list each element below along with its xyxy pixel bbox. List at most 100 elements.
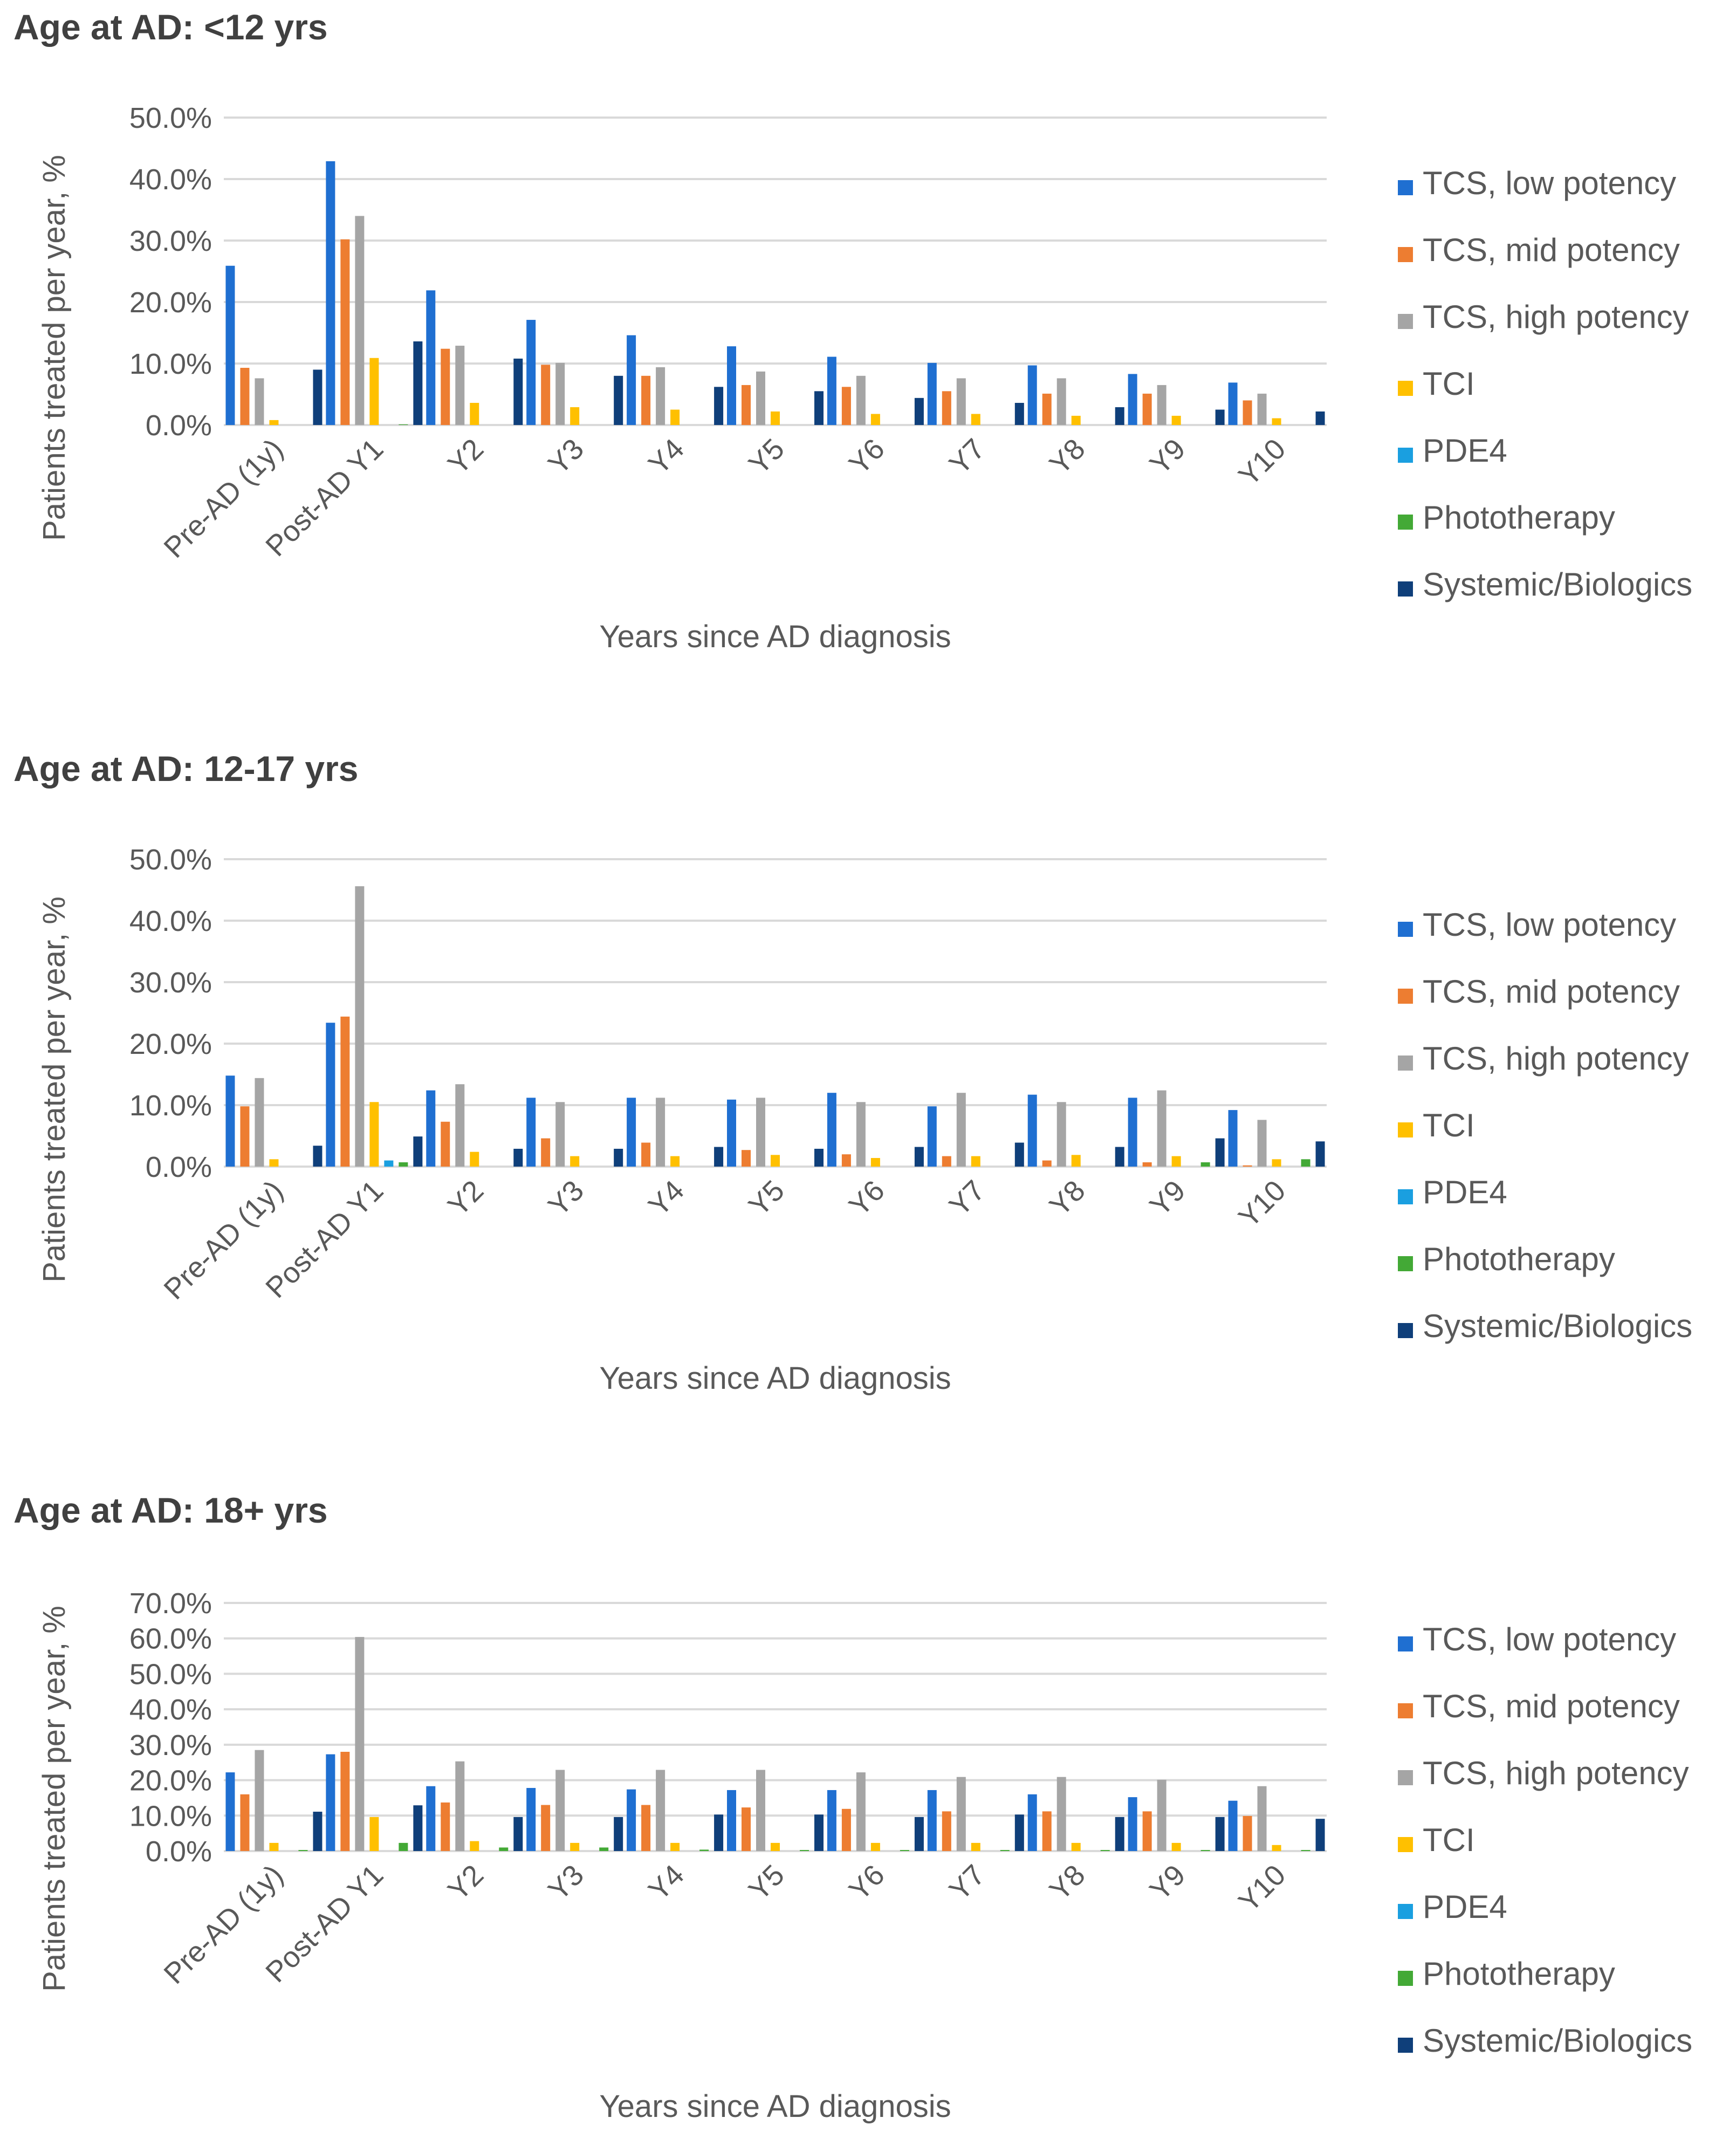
- y-tick-label: 70.0%: [129, 1587, 212, 1620]
- bar-tcs-mid-potency-9: TCS, mid potency – Y9: 0.7%: [1142, 1162, 1152, 1167]
- bar-systemic-biologics-4: Systemic/Biologics – Y4: 6.2%: [714, 387, 724, 425]
- bar-tcs-mid-potency-10: TCS, mid potency – Y10: 0.2%: [1243, 1165, 1252, 1167]
- x-tick-label: Y10: [1232, 433, 1292, 492]
- bar-tcs-high-potency-2: TCS, high potency – Y2: 12.9%: [455, 345, 465, 425]
- legend-label: Phototherapy: [1423, 499, 1615, 536]
- bar-tcs-low-potency-7: TCS, low potency – Y7: 17.2%: [927, 1790, 937, 1851]
- bar-tcs-high-potency-10: TCS, high potency – Y10: 5.1%: [1257, 393, 1267, 425]
- y-tick-label: 0.0%: [146, 1835, 212, 1868]
- x-tick-label: Y7: [943, 1174, 991, 1222]
- legend-label: Phototherapy: [1423, 1241, 1615, 1277]
- bar-systemic-biologics-0: Systemic/Biologics – Pre-AD (1y): 9%: [313, 369, 323, 425]
- legend-swatch: [1398, 581, 1413, 597]
- bar-tcs-low-potency-0: TCS, low potency – Pre-AD (1y): 25.9%: [225, 265, 235, 425]
- bar-systemic-biologics-3: Systemic/Biologics – Y3: 2.9%: [614, 1148, 623, 1167]
- bar-systemic-biologics-10: Systemic/Biologics – Y10: 2.2%: [1315, 411, 1325, 425]
- bar-tci-3: TCI – Y3: 2.3%: [570, 1842, 580, 1851]
- bar-systemic-biologics-0: Systemic/Biologics – Pre-AD (1y): 11.1%: [313, 1812, 323, 1851]
- bar-tci-8: TCI – Y8: 2.3%: [1071, 1842, 1081, 1851]
- bar-systemic-biologics-6: Systemic/Biologics – Y6: 9.6%: [914, 1817, 924, 1851]
- bar-systemic-biologics-4: Systemic/Biologics – Y4: 3.2%: [714, 1147, 724, 1167]
- bar-tci-4: TCI – Y4: 1.7%: [670, 1156, 680, 1167]
- bar-tci-10: TCI – Y10: 1.1%: [1272, 418, 1281, 425]
- bar-tcs-high-potency-3: TCS, high potency – Y3: 22.9%: [555, 1770, 565, 1851]
- legend-label: PDE4: [1423, 1889, 1507, 1925]
- bar-phototherapy-3: Phototherapy – Y3: 1%: [599, 1847, 609, 1851]
- bar-systemic-biologics-9: Systemic/Biologics – Y9: 4.6%: [1215, 1138, 1225, 1167]
- bar-tcs-mid-potency-10: TCS, mid potency – Y10: 9.9%: [1243, 1815, 1252, 1851]
- bar-tcs-high-potency-5: TCS, high potency – Y5: 11.2%: [756, 1098, 765, 1167]
- bar-phototherapy-0: Phototherapy – Pre-AD (1y): 0.3%: [298, 1850, 308, 1851]
- bar-tci-10: TCI – Y10: 1.2%: [1272, 1159, 1281, 1167]
- bar-phototherapy-2: Phototherapy – Y2: 1%: [499, 1847, 509, 1851]
- bar-tcs-high-potency-10: TCS, high potency – Y10: 18.3%: [1257, 1786, 1267, 1851]
- bar-tcs-mid-potency-1: TCS, mid potency – Post-AD Y1: 30.2%: [340, 239, 350, 425]
- x-tick-label: Y3: [542, 1174, 590, 1222]
- bar-systemic-biologics-9: Systemic/Biologics – Y9: 9.6%: [1215, 1817, 1225, 1851]
- bar-tcs-low-potency-4: TCS, low potency – Y4: 17.4%: [627, 1789, 636, 1851]
- x-tick-label: Y9: [1143, 433, 1191, 481]
- bar-tcs-mid-potency-4: TCS, mid potency – Y4: 3.9%: [641, 1142, 651, 1167]
- bar-systemic-biologics-7: Systemic/Biologics – Y7: 3.9%: [1014, 1142, 1024, 1167]
- x-axis-title: Years since AD diagnosis: [599, 619, 951, 654]
- bar-tcs-mid-potency-8: TCS, mid potency – Y8: 1%: [1042, 1160, 1052, 1167]
- bar-tcs-high-potency-5: TCS, high potency – Y5: 8.7%: [756, 371, 765, 425]
- bar-phototherapy-1: Phototherapy – Post-AD Y1: 0.1%: [399, 424, 408, 425]
- y-axis-title: Patients treated per year, %: [37, 1606, 72, 1992]
- legend-label: Systemic/Biologics: [1423, 566, 1692, 602]
- bar-tcs-high-potency-0: TCS, high potency – Pre-AD (1y): 14.4%: [255, 1078, 264, 1167]
- bar-tci-7: TCI – Y7: 1.8%: [971, 414, 980, 425]
- legend-label: TCI: [1423, 1822, 1475, 1858]
- bar-tcs-high-potency-2: TCS, high potency – Y2: 25.3%: [455, 1761, 465, 1851]
- legend-label: TCI: [1423, 1107, 1475, 1143]
- legend-swatch: [1398, 1971, 1413, 1986]
- bar-tcs-low-potency-8: TCS, low potency – Y8: 11.7%: [1027, 1094, 1037, 1167]
- legend-label: TCS, mid potency: [1423, 1688, 1680, 1724]
- bar-tcs-high-potency-7: TCS, high potency – Y7: 20.9%: [956, 1777, 966, 1851]
- legend-label: Systemic/Biologics: [1423, 2023, 1692, 2059]
- bar-tci-9: TCI – Y9: 1.7%: [1171, 1156, 1181, 1167]
- bar-chart-18-plus: 0.0%10.0%20.0%30.0%40.0% 50.0%60.0%70.0% T…: [37, 1587, 1692, 2124]
- bar-tcs-low-potency-9: TCS, low potency – Y9: 8.3%: [1128, 374, 1137, 425]
- bar-tcs-low-potency-10: TCS, low potency – Y10: 9.2%: [1228, 1110, 1238, 1167]
- x-axis-title: Years since AD diagnosis: [599, 1361, 951, 1396]
- bar-tcs-mid-potency-0: TCS, mid potency – Pre-AD (1y): 16%: [240, 1794, 250, 1851]
- x-tick-label: Y2: [442, 1859, 490, 1907]
- bar-tcs-low-potency-4: TCS, low potency – Y4: 14.6%: [627, 335, 636, 425]
- bar-systemic-biologics-8: Systemic/Biologics – Y8: 9.6%: [1115, 1817, 1124, 1851]
- bar-systemic-biologics-5: Systemic/Biologics – Y5: 10.3%: [814, 1814, 824, 1851]
- bar-tci-0: TCI – Pre-AD (1y): 0.8%: [269, 420, 279, 425]
- x-tick-label: Y7: [943, 433, 991, 481]
- bar-tcs-low-potency-8: TCS, low potency – Y8: 9.7%: [1027, 365, 1037, 425]
- x-tick-label: Y10: [1232, 1859, 1292, 1918]
- bar-tcs-high-potency-4: TCS, high potency – Y4: 11.2%: [656, 1098, 665, 1167]
- x-tick-label: Y5: [743, 433, 791, 481]
- bar-tci-5: TCI – Y5: 2.3%: [771, 1842, 780, 1851]
- legend-swatch: [1398, 1122, 1413, 1137]
- chart-title-18-plus: Age at AD: 18+ yrs: [13, 1490, 328, 1530]
- legend-swatch: [1398, 448, 1413, 463]
- bar-tcs-mid-potency-3: TCS, mid potency – Y3: 4.6%: [541, 1138, 551, 1167]
- bar-tcs-high-potency-10: TCS, high potency – Y10: 7.6%: [1257, 1120, 1267, 1167]
- bar-tcs-high-potency-6: TCS, high potency – Y6: 10.5%: [856, 1102, 866, 1167]
- bar-tcs-mid-potency-5: TCS, mid potency – Y5: 2.7%: [742, 1150, 751, 1167]
- bar-systemic-biologics-8: Systemic/Biologics – Y8: 3.2%: [1115, 1147, 1124, 1167]
- legend-swatch: [1398, 1189, 1413, 1204]
- bar-tci-8: TCI – Y8: 1.5%: [1071, 415, 1081, 425]
- chart-title-12-17: Age at AD: 12-17 yrs: [13, 749, 359, 789]
- bar-tcs-high-potency-0: TCS, high potency – Pre-AD (1y): 28.5%: [255, 1750, 264, 1851]
- legend-swatch: [1398, 922, 1413, 937]
- bar-tcs-high-potency-4: TCS, high potency – Y4: 9.4%: [656, 367, 665, 425]
- legend-swatch: [1398, 1256, 1413, 1271]
- bar-tcs-mid-potency-8: TCS, mid potency – Y8: 11.2%: [1042, 1811, 1052, 1851]
- y-tick-label: 30.0%: [129, 1729, 212, 1762]
- bar-tcs-low-potency-3: TCS, low potency – Y3: 17.1%: [526, 320, 536, 425]
- bar-tcs-mid-potency-1: TCS, mid potency – Post-AD Y1: 24.4%: [340, 1016, 350, 1167]
- bar-tcs-mid-potency-4: TCS, mid potency – Y4: 13%: [641, 1805, 651, 1851]
- x-tick-label: Y3: [542, 1859, 590, 1907]
- bar-tcs-mid-potency-7: TCS, mid potency – Y7: 11.2%: [942, 1811, 951, 1851]
- bar-tcs-high-potency-9: TCS, high potency – Y9: 12.4%: [1157, 1090, 1167, 1167]
- y-tick-label: 40.0%: [129, 163, 212, 196]
- bar-tcs-mid-potency-4: TCS, mid potency – Y4: 8%: [641, 375, 651, 425]
- bar-tcs-high-potency-7: TCS, high potency – Y7: 7.6%: [956, 378, 966, 425]
